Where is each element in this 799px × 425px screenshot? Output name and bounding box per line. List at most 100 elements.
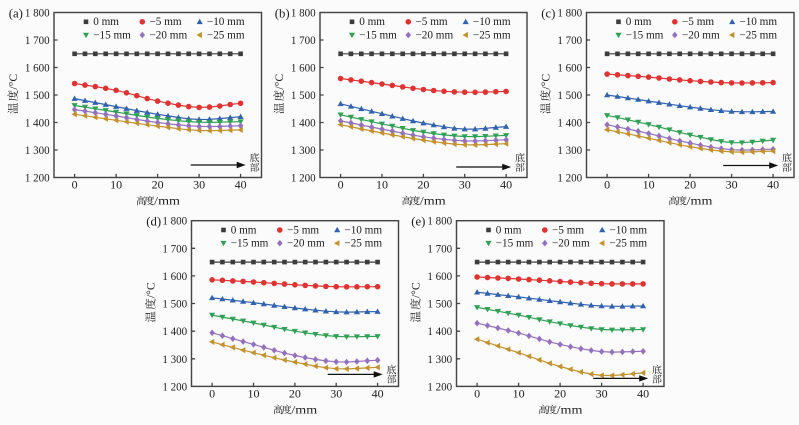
svg-text:1 200: 1 200 <box>427 379 452 393</box>
svg-text:/°C: /°C <box>408 282 422 298</box>
svg-text:1 600: 1 600 <box>557 61 582 75</box>
svg-text:0 mm: 0 mm <box>626 16 652 28</box>
svg-text:10: 10 <box>513 387 525 401</box>
svg-text:−20 mm: −20 mm <box>287 238 325 250</box>
svg-text:−25 mm: −25 mm <box>609 238 647 250</box>
svg-text:−5 mm: −5 mm <box>416 16 448 28</box>
svg-text:0: 0 <box>72 178 78 192</box>
svg-text:(e): (e) <box>411 215 425 229</box>
svg-text:40: 40 <box>235 178 247 192</box>
svg-text:−20 mm: −20 mm <box>416 29 454 41</box>
svg-text:/mm: /mm <box>291 403 318 417</box>
svg-text:/°C: /°C <box>6 74 20 90</box>
svg-text:1 800: 1 800 <box>291 6 316 20</box>
svg-text:1 500: 1 500 <box>427 297 452 311</box>
svg-text:−10 mm: −10 mm <box>344 224 382 236</box>
svg-text:/mm: /mm <box>557 403 584 417</box>
svg-text:1 800: 1 800 <box>162 214 187 228</box>
svg-text:−5 mm: −5 mm <box>150 16 182 28</box>
svg-text:1 300: 1 300 <box>427 352 452 366</box>
svg-text:1 700: 1 700 <box>25 33 50 47</box>
svg-text:10: 10 <box>376 178 388 192</box>
svg-text:−10 mm: −10 mm <box>207 16 245 28</box>
svg-text:−15 mm: −15 mm <box>93 29 131 41</box>
svg-text:1 600: 1 600 <box>427 269 452 283</box>
svg-text:−15 mm: −15 mm <box>496 238 534 250</box>
svg-text:20: 20 <box>289 387 301 401</box>
svg-text:40: 40 <box>767 178 779 192</box>
svg-text:(b): (b) <box>275 6 290 20</box>
svg-text:1 600: 1 600 <box>162 269 187 283</box>
svg-text:1 300: 1 300 <box>162 352 187 366</box>
svg-text:−25 mm: −25 mm <box>473 29 511 41</box>
svg-text:−5 mm: −5 mm <box>682 16 714 28</box>
svg-text:30: 30 <box>596 387 608 401</box>
svg-text:1 500: 1 500 <box>162 297 187 311</box>
svg-text:1 700: 1 700 <box>162 241 187 255</box>
svg-text:−20 mm: −20 mm <box>150 29 188 41</box>
svg-text:20: 20 <box>554 387 566 401</box>
svg-text:0 mm: 0 mm <box>231 224 257 236</box>
svg-text:1 500: 1 500 <box>25 88 50 102</box>
svg-text:20: 20 <box>152 178 164 192</box>
svg-text:0 mm: 0 mm <box>93 16 119 28</box>
svg-text:/°C: /°C <box>538 74 552 90</box>
svg-text:/mm: /mm <box>687 194 714 208</box>
svg-text:−10 mm: −10 mm <box>473 16 511 28</box>
svg-text:1 200: 1 200 <box>25 171 50 185</box>
svg-text:−25 mm: −25 mm <box>207 29 245 41</box>
svg-text:1 300: 1 300 <box>557 143 582 157</box>
svg-text:10: 10 <box>110 178 122 192</box>
svg-text:1 200: 1 200 <box>291 171 316 185</box>
svg-text:1 600: 1 600 <box>25 61 50 75</box>
svg-text:−15 mm: −15 mm <box>626 29 664 41</box>
svg-text:−20 mm: −20 mm <box>552 238 590 250</box>
svg-text:−15 mm: −15 mm <box>231 238 269 250</box>
svg-text:10: 10 <box>643 178 655 192</box>
svg-text:−10 mm: −10 mm <box>739 16 777 28</box>
svg-text:1 400: 1 400 <box>427 324 452 338</box>
svg-text:1 400: 1 400 <box>291 116 316 130</box>
svg-text:40: 40 <box>500 178 512 192</box>
svg-text:/mm: /mm <box>420 194 447 208</box>
svg-text:−10 mm: −10 mm <box>609 224 647 236</box>
svg-text:1 300: 1 300 <box>25 143 50 157</box>
svg-text:1 200: 1 200 <box>162 379 187 393</box>
svg-text:40: 40 <box>372 387 384 401</box>
svg-text:1 600: 1 600 <box>291 61 316 75</box>
svg-text:1 700: 1 700 <box>427 241 452 255</box>
svg-text:0: 0 <box>604 178 610 192</box>
svg-text:30: 30 <box>459 178 471 192</box>
svg-text:20: 20 <box>684 178 696 192</box>
svg-text:30: 30 <box>193 178 205 192</box>
svg-text:0 mm: 0 mm <box>359 16 385 28</box>
svg-text:1 500: 1 500 <box>291 88 316 102</box>
svg-text:1 800: 1 800 <box>25 6 50 20</box>
svg-text:−25 mm: −25 mm <box>739 29 777 41</box>
svg-text:1 400: 1 400 <box>25 116 50 130</box>
svg-text:−15 mm: −15 mm <box>359 29 397 41</box>
svg-text:1 700: 1 700 <box>557 33 582 47</box>
svg-text:1 500: 1 500 <box>557 88 582 102</box>
svg-text:0: 0 <box>209 387 215 401</box>
svg-text:1 200: 1 200 <box>557 171 582 185</box>
svg-text:1 700: 1 700 <box>291 33 316 47</box>
svg-text:1 400: 1 400 <box>557 116 582 130</box>
svg-text:/°C: /°C <box>272 74 286 90</box>
svg-text:/mm: /mm <box>154 194 181 208</box>
svg-text:−20 mm: −20 mm <box>682 29 720 41</box>
svg-text:(c): (c) <box>541 6 555 20</box>
svg-text:1 800: 1 800 <box>427 214 452 228</box>
svg-text:1 300: 1 300 <box>291 143 316 157</box>
svg-text:−25 mm: −25 mm <box>344 238 382 250</box>
svg-text:−5 mm: −5 mm <box>552 224 584 236</box>
svg-text:1 400: 1 400 <box>162 324 187 338</box>
svg-text:/°C: /°C <box>143 282 157 298</box>
svg-text:40: 40 <box>637 387 649 401</box>
svg-text:20: 20 <box>417 178 429 192</box>
svg-text:(a): (a) <box>9 6 23 20</box>
svg-text:10: 10 <box>248 387 260 401</box>
svg-text:−5 mm: −5 mm <box>287 224 319 236</box>
svg-text:30: 30 <box>330 387 342 401</box>
svg-text:1 800: 1 800 <box>557 6 582 20</box>
